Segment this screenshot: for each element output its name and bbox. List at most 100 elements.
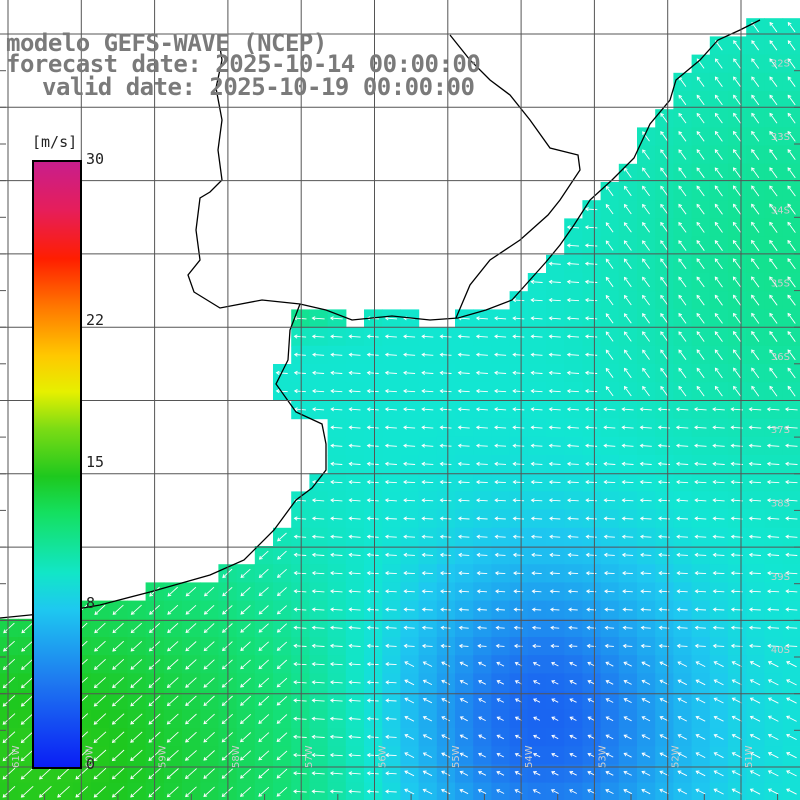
wind-arrow [769,76,778,87]
wind-arrow [439,389,452,394]
wind-cell [491,782,511,800]
wind-arrow [676,534,689,539]
wind-arrow [494,352,507,357]
wind-arrow [20,713,34,725]
wind-arrow [475,370,488,375]
latitude-labels: 32S 33S 34S 35S 36S 37S 38S 39S 40S [771,59,790,656]
wind-arrow [659,734,669,740]
wind-arrow [787,185,796,197]
wind-cell [473,782,492,800]
wind-arrow [403,352,416,357]
wind-arrow [403,389,416,394]
wind-arrow [513,607,524,612]
wind-arrow [714,294,723,306]
wind-arrow [494,516,506,521]
wind-arrow [312,389,325,394]
wind-arrow [566,370,580,375]
lat-label: 36S [771,352,790,363]
wind-arrow [329,771,343,776]
wind-arrow [678,203,687,215]
wind-arrow [441,752,451,758]
wind-arrow [585,480,598,485]
wind-arrow [696,76,705,87]
wind-arrow [587,770,596,776]
wind-arrow [439,407,452,412]
wind-arrow [366,625,379,630]
wind-arrow [112,622,124,634]
wind-arrow [494,534,506,539]
wind-arrow [641,788,651,795]
wind-arrow [530,316,543,321]
wind-arrow [548,334,561,339]
wind-arrow [457,480,470,485]
wind-arrow [240,623,251,633]
wind-arrow [769,203,778,215]
wind-arrow [639,480,652,485]
wind-cell [618,782,638,800]
wind-arrow [2,767,16,780]
wind-arrow [712,425,725,430]
wind-arrow [530,352,543,357]
wind-arrow [459,752,469,758]
wind-arrow [366,698,379,703]
wind-arrow [239,786,252,797]
wind-arrow [348,680,361,685]
wind-arrow [112,640,125,652]
wind-arrow [384,334,397,339]
wind-arrow [748,552,761,557]
wind-arrow [330,480,343,485]
wind-arrow [585,534,597,539]
wind-cell [782,127,800,147]
wind-arrow [769,239,778,252]
wind-arrow [695,715,706,722]
wind-arrow [330,552,343,557]
wind-arrow [659,679,669,686]
wind-cell [782,145,800,165]
wind-arrow [566,279,580,284]
wind-arrow [404,770,415,777]
wind-arrow [439,534,452,539]
wind-arrow [733,312,742,324]
wind-arrow [603,407,616,412]
wind-arrow [642,240,650,251]
wind-arrow [439,352,452,357]
wind-arrow [348,370,361,375]
wind-arrow [439,498,452,503]
wind-arrow [567,516,579,521]
wind-arrow [748,516,762,521]
wind-arrow [258,714,270,724]
wind-arrow [605,349,614,360]
wind-arrow [421,425,434,430]
wind-arrow [568,643,578,649]
wind-arrow [512,443,525,448]
wind-arrow [769,294,778,306]
wind-arrow [733,167,742,179]
wind-cell [782,254,800,274]
wind-arrow [441,661,451,667]
wind-arrow [639,461,652,466]
wind-arrow [530,443,543,448]
wind-arrow [495,625,505,630]
wind-arrow [640,643,651,649]
wind-arrow [785,552,798,557]
wind-arrow [329,734,343,739]
wind-arrow [458,552,470,558]
lon-label: 59W [158,745,169,768]
wind-arrow [421,407,434,412]
wind-arrow [112,604,124,615]
wind-arrow [366,389,379,394]
wind-arrow [366,607,379,612]
wind-arrow [623,734,632,740]
wind-arrow [421,625,433,630]
wind-arrow [404,752,415,759]
wind-arrow [695,770,706,777]
wind-arrow [624,276,632,288]
wind-arrow [532,771,541,776]
lat-label: 32S [771,59,790,70]
wind-arrow [678,294,687,306]
wind-arrow [584,316,598,321]
wind-arrow [330,370,343,375]
wind-arrow [496,698,505,703]
wind-arrow [603,443,616,448]
wind-arrow [733,112,741,124]
